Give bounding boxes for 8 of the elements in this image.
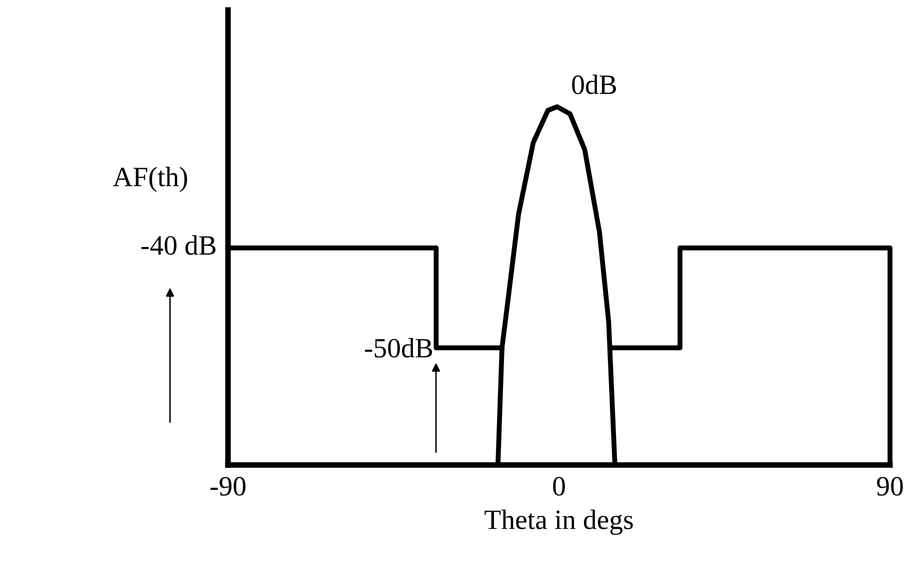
x-axis-title: Theta in degs xyxy=(484,510,633,535)
x-tick-label: -90 xyxy=(210,476,246,496)
annotation: -50dB xyxy=(364,338,432,358)
x-tick-label: 0 xyxy=(553,476,565,496)
x-tick-label: 90 xyxy=(877,476,903,496)
annotation: -40 dB xyxy=(142,235,216,255)
annotation: 0dB xyxy=(572,74,616,94)
y-axis-title: AF(th) xyxy=(112,166,188,192)
